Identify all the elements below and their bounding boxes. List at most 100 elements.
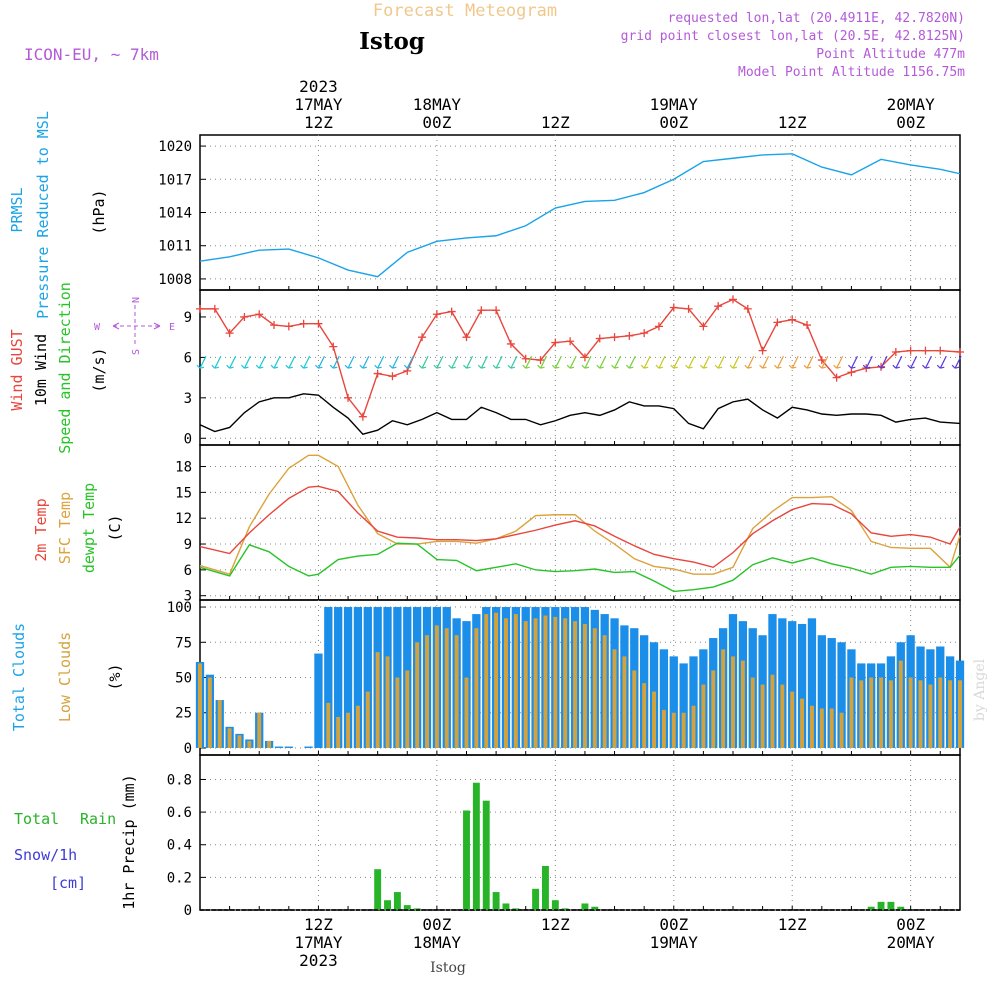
gust-line-marker <box>536 356 545 365</box>
low-cloud-bar <box>612 649 617 748</box>
gust-line-marker <box>447 307 456 316</box>
total-cloud-bar <box>324 607 333 748</box>
low-cloud-bar <box>740 660 745 748</box>
compass-w: W <box>94 322 101 333</box>
bottom-time-label: 12Z <box>304 915 333 934</box>
prmsl-label: PRMSL <box>8 187 26 232</box>
wind-panel: 0 3 6 9 <box>184 289 961 447</box>
low-cloud-bar <box>602 635 607 748</box>
location-title: Istog <box>359 28 425 55</box>
low-cloud-bar <box>336 716 341 748</box>
rain-bar <box>413 908 421 910</box>
dewpt-label: dewpt Temp <box>80 483 98 573</box>
low-cloud-bar <box>731 656 735 748</box>
top-time-label: 12Z <box>778 113 807 132</box>
wind-arrow <box>507 355 518 369</box>
low-cloud-bar <box>809 705 814 748</box>
wind-arrow <box>463 355 474 369</box>
wind-arrow <box>803 355 814 369</box>
gust-line-marker <box>847 368 856 377</box>
wind-ytick-label: 3 <box>184 391 192 407</box>
bottom-time-label: 00Z <box>896 915 925 934</box>
low-cloud-bar <box>257 712 262 748</box>
wind-arrow <box>551 355 562 369</box>
temperature-ytick-label: 15 <box>175 485 192 501</box>
precipitation-frame <box>199 754 961 911</box>
low-cloud-bar <box>434 625 439 748</box>
pressure-ytick-label: 1017 <box>158 172 192 188</box>
wind-arrow <box>788 355 799 369</box>
wind-arrow <box>699 355 710 369</box>
low-cloud-bar <box>898 660 903 748</box>
wind-arrow <box>240 355 251 369</box>
wind-dir-label: Speed and Direction <box>56 282 74 454</box>
top-time-label: 00Z <box>896 113 925 132</box>
wind-ytick-label: 6 <box>184 350 192 366</box>
wind-arrow <box>477 355 488 369</box>
temperature-ytick-label: 6 <box>184 563 192 579</box>
low-cloud-bar <box>504 618 508 748</box>
rain-bar <box>877 901 885 910</box>
total-cloud-bar <box>807 618 817 748</box>
low-cloud-bar <box>198 663 202 748</box>
temperature-ytick-label: 12 <box>175 511 192 527</box>
gust-line-marker <box>728 295 737 304</box>
wind-arrow <box>833 355 844 369</box>
gust-line-marker <box>936 346 945 355</box>
wind-arrow <box>951 355 962 369</box>
low-cloud-bar <box>592 628 597 748</box>
precipitation-ytick-label: 0.8 <box>167 772 192 788</box>
low-cloud-bar <box>661 709 666 748</box>
wind-arrow <box>315 355 325 369</box>
gust-line-marker <box>580 353 589 362</box>
wind-arrow <box>773 355 784 369</box>
wind-arrow <box>492 355 503 369</box>
rain-bar <box>512 908 520 910</box>
rain-bar <box>393 892 401 910</box>
low-cloud-bar <box>701 684 706 748</box>
gust-line-marker <box>314 319 323 328</box>
rain-bar <box>581 903 589 910</box>
prmsl-label-long: Pressure Reduced to MSL <box>34 111 52 319</box>
gust-line-marker <box>521 354 530 363</box>
rain-bar <box>897 906 905 910</box>
low-cloud-bar <box>800 698 805 748</box>
low-cloud-bar <box>513 614 518 748</box>
wind-arrow <box>581 355 592 369</box>
bottom-time-label: 17MAY <box>294 933 343 952</box>
wind-arrow <box>255 355 266 369</box>
wind-arrow <box>922 355 932 369</box>
wind-arrow <box>211 355 222 369</box>
wind-arrow <box>655 355 666 369</box>
gust-line-marker <box>270 321 279 330</box>
wind-arrow <box>759 355 770 369</box>
gust-line-marker <box>699 322 708 331</box>
gust-line-marker <box>388 372 397 381</box>
gust-line-marker <box>329 342 338 351</box>
precip-unit: 1hr Precip (mm) <box>120 774 138 909</box>
rain-bar <box>463 810 470 910</box>
low-cloud-bar <box>573 621 578 748</box>
low-cloud-bar <box>267 740 272 748</box>
low-cloud-bar <box>750 677 755 748</box>
total-cloud-bar <box>788 621 797 748</box>
bottom-time-label: 19MAY <box>650 933 699 952</box>
low-cloud-bar <box>454 635 459 748</box>
total-cloud-bar <box>797 623 807 748</box>
low-cloud-bar <box>958 680 962 748</box>
cloud-labels: Total Clouds Low Clouds (%) <box>10 623 124 731</box>
low-cloud-bar <box>425 635 429 748</box>
rain-bar <box>502 903 510 910</box>
pressure-panel: 1008 1011 1014 1017 1020 <box>158 134 961 291</box>
wind-arrow <box>714 355 725 369</box>
total-cloud-bar <box>778 618 787 748</box>
wind-unit: (m/s) <box>90 347 108 392</box>
gust-line-marker <box>891 348 900 356</box>
top-time-label: 12Z <box>304 113 333 132</box>
gust-label: Wind GUST <box>8 329 26 410</box>
rain-bar <box>472 782 480 910</box>
clouds-ytick-label: 100 <box>167 600 192 616</box>
low-cloud-bar <box>642 683 647 748</box>
low-cloud-bar <box>948 680 953 748</box>
sfc-temp-label: SFC Temp <box>56 492 74 564</box>
